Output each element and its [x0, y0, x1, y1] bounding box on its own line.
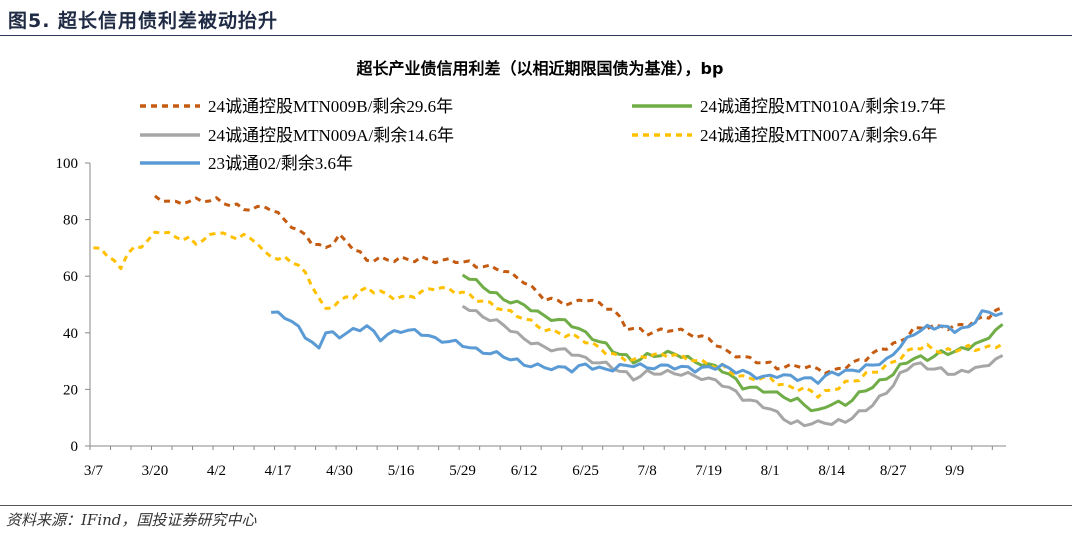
- chart-title: 超长产业债信用利差（以相近期限国债为基准），bp: [356, 59, 724, 78]
- legend: 24诚通控股MTN009B/剩余29.6年 24诚通控股MTN010A/剩余19.…: [140, 97, 946, 173]
- series-line-4: [93, 230, 1004, 399]
- y-tick-label: 0: [71, 439, 79, 455]
- legend-label-3: 24诚通控股MTN009A/剩余14.6年: [208, 126, 454, 145]
- x-tick-label: 3/20: [142, 463, 169, 479]
- x-tick-label: 4/2: [207, 463, 226, 479]
- x-tick-label: 4/30: [326, 463, 353, 479]
- legend-label-2: 24诚通控股MTN010A/剩余19.7年: [700, 97, 946, 116]
- title-divider: [0, 35, 1072, 36]
- series-line-5: [271, 309, 1004, 385]
- source-divider: [0, 505, 1072, 506]
- figure-title: 图5. 超长信用债利差被动抬升: [8, 10, 279, 32]
- x-tick-label: 5/16: [388, 463, 415, 479]
- x-tick-label: 6/12: [511, 463, 538, 479]
- x-tick-label: 3/7: [84, 463, 104, 479]
- x-tick-label: 5/29: [449, 463, 476, 479]
- x-tick-label: 6/25: [572, 463, 599, 479]
- legend-label-1: 24诚通控股MTN009B/剩余29.6年: [208, 97, 453, 116]
- y-tick-label: 100: [56, 156, 79, 172]
- x-tick-label: 8/27: [880, 463, 907, 479]
- x-tick-label: 9/9: [945, 463, 964, 479]
- y-tick-label: 40: [63, 326, 78, 342]
- axes: 0 20 40 60 80 100 3/7 3/20 4/2 4/17 4/30 5/16 5/29 6/…: [56, 156, 1006, 479]
- series-group: [93, 194, 1004, 428]
- y-tick-label: 20: [63, 382, 78, 398]
- legend-label-4: 24诚通控股MTN007A/剩余9.6年: [700, 126, 938, 145]
- x-tick-label: 8/14: [818, 463, 845, 479]
- y-tick-label: 80: [63, 213, 78, 229]
- x-tick-label: 8/1: [761, 463, 780, 479]
- series-line-2: [461, 273, 1004, 413]
- source-note: 资料来源：IFind，国投证券研究中心: [6, 511, 257, 529]
- x-tick-label: 4/17: [265, 463, 292, 479]
- x-tick-label: 7/8: [638, 463, 657, 479]
- series-line-1: [153, 194, 1004, 375]
- y-tick-label: 60: [63, 269, 78, 285]
- series-line-3: [461, 304, 1004, 428]
- x-tick-label: 7/19: [695, 463, 722, 479]
- legend-label-5: 23诚通02/剩余3.6年: [208, 154, 353, 173]
